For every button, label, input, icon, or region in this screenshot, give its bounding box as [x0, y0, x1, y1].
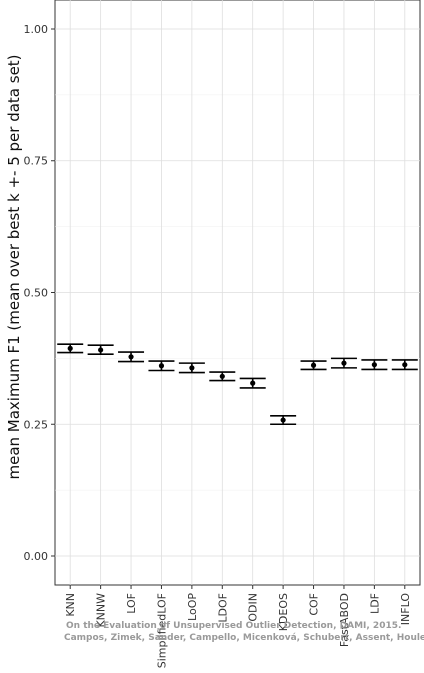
y-tick-label: 0.25 — [24, 418, 49, 431]
data-point — [371, 362, 377, 368]
data-point — [250, 380, 256, 386]
y-tick-label: 0.75 — [24, 155, 49, 168]
x-axis: KNN KNNW LOF SimplifiedLOF LoOP LDOF ODIN KDEOS… — [64, 585, 412, 668]
watermark-line-1: On the Evaluation of Unsupervised Outlie… — [66, 621, 401, 631]
data-marks — [57, 343, 418, 426]
data-point — [128, 354, 134, 360]
y-axis-label: mean Maximum F1 (mean over best k +- 5 p… — [5, 54, 23, 479]
data-point — [341, 360, 347, 366]
y-axis: 0.00 0.25 0.50 0.75 1.00 — [24, 23, 55, 563]
data-point — [158, 363, 165, 369]
x-tick-label: KNN — [64, 593, 77, 617]
watermark-line-2: Campos, Zimek, Sander, Campello, Micenko… — [64, 633, 424, 643]
y-tick-label: 0.50 — [24, 287, 49, 300]
grid — [55, 0, 420, 585]
x-tick-label: INFLO — [399, 593, 412, 626]
x-tick-label: KDEOS — [277, 593, 290, 631]
x-tick-label: FastABOD — [338, 593, 351, 647]
x-tick-label: LOF — [125, 593, 138, 614]
x-tick-label: LDOF — [216, 593, 229, 623]
y-tick-label: 0.00 — [24, 550, 49, 563]
x-tick-label: ODIN — [247, 593, 260, 622]
x-tick-label: LoOP — [186, 593, 199, 621]
data-point — [402, 362, 408, 368]
data-point — [310, 362, 317, 368]
y-tick-label: 1.00 — [24, 23, 49, 36]
x-tick-label: COF — [308, 593, 321, 616]
data-point — [219, 373, 225, 379]
x-tick-label: SimplifiedLOF — [155, 593, 168, 668]
x-tick-label: KNNW — [95, 593, 108, 628]
x-tick-label: LDF — [368, 593, 381, 614]
data-point — [189, 365, 195, 371]
data-point — [280, 417, 286, 423]
data-point — [67, 345, 73, 351]
data-point — [98, 347, 104, 353]
